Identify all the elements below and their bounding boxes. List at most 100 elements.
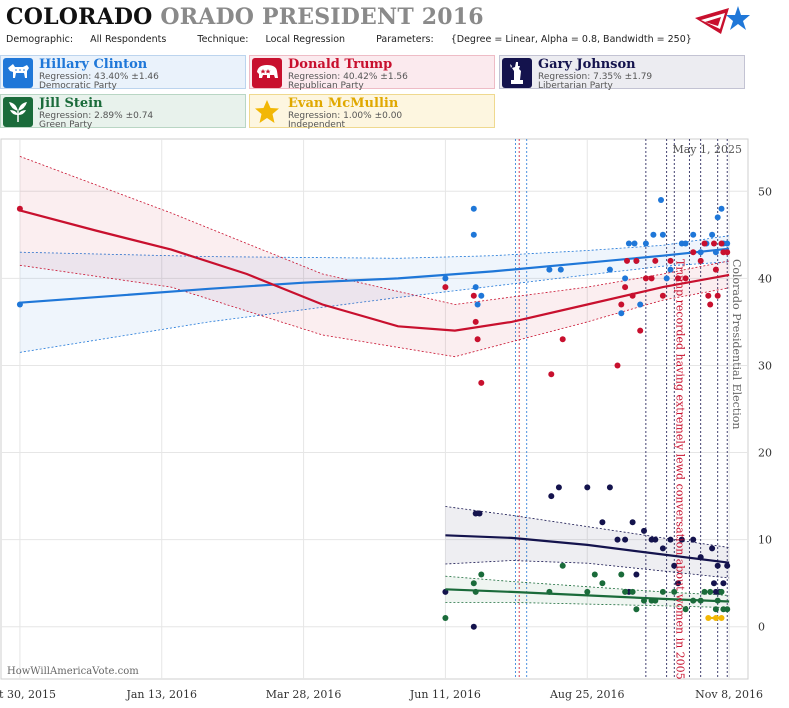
data-point <box>470 580 477 587</box>
data-point <box>658 197 664 203</box>
data-point <box>724 249 731 256</box>
event-annotation: Colorado Presidential Election <box>730 259 743 430</box>
site-credit: HowWillAmericaVote.com <box>7 666 139 677</box>
data-point <box>675 580 681 587</box>
data-point <box>442 284 449 291</box>
data-point <box>659 231 666 238</box>
technique-label: Technique: <box>197 34 249 45</box>
data-point <box>678 536 685 543</box>
trend-line <box>19 247 730 304</box>
data-point <box>559 562 566 569</box>
data-point <box>618 310 625 317</box>
candidate-card-stein[interactable]: Jill Stein Regression: 2.89% ±0.74 Green… <box>0 94 246 130</box>
y-tick-label: 50 <box>758 185 772 198</box>
data-point <box>478 379 485 386</box>
data-point <box>614 362 621 369</box>
y-tick-label: 0 <box>758 621 765 634</box>
leaf-icon <box>3 97 33 127</box>
data-point <box>476 510 483 517</box>
data-point <box>724 562 731 569</box>
data-point <box>701 240 708 247</box>
candidate-card-mcmullin[interactable]: Evan McMullin Regression: 1.00% ±0.00 In… <box>249 94 495 130</box>
data-point <box>667 536 674 543</box>
data-point <box>718 205 725 212</box>
band-lower-line <box>445 602 730 608</box>
event-annotation: Trump recorded having extremely lewd con… <box>673 259 686 680</box>
data-point <box>690 231 697 238</box>
band-upper-line <box>445 506 730 548</box>
data-point <box>606 266 613 273</box>
data-point <box>714 214 721 221</box>
candidate-card-trump[interactable]: Donald Trump Regression: 40.42% ±1.56 Re… <box>249 55 495 91</box>
data-point <box>701 588 708 595</box>
data-point <box>718 588 725 595</box>
candidate-regression: Regression: 40.42% ±1.56 <box>288 72 408 82</box>
data-point <box>682 275 689 282</box>
data-point <box>652 257 659 264</box>
data-point <box>709 231 716 238</box>
page-title: COLORADO ORADO PRESIDENT 2016 <box>6 4 484 30</box>
data-point <box>584 588 591 595</box>
data-point <box>642 240 649 247</box>
band-upper-line <box>19 235 730 259</box>
data-point <box>711 240 717 247</box>
candidate-name: Donald Trump <box>288 57 393 72</box>
data-point <box>599 519 606 526</box>
plot-area <box>0 138 749 680</box>
data-point <box>622 536 629 543</box>
y-tick-label: 30 <box>758 359 772 372</box>
data-point <box>682 606 689 613</box>
candidate-party: Democratic Party <box>39 81 117 91</box>
candidate-regression: Regression: 7.35% ±1.79 <box>538 72 653 82</box>
data-point <box>667 257 674 264</box>
site-logo-icon[interactable] <box>691 4 751 50</box>
data-point <box>622 284 629 291</box>
data-point <box>720 580 727 587</box>
trend-line <box>19 209 730 332</box>
data-point <box>714 292 721 299</box>
band-upper-line <box>445 575 730 596</box>
chart-svg: 0 10 20 30 40 50 Oct 30, 2015 Jan 13, 2016 Mar 2… <box>0 138 772 701</box>
title-state: COLORADO <box>6 4 153 30</box>
confidence-band <box>445 506 730 578</box>
x-tick-label: Jun 11, 2016 <box>409 688 481 701</box>
header: COLORADO ORADO PRESIDENT 2016 Demographi… <box>0 0 789 50</box>
data-point <box>599 580 606 587</box>
star-icon <box>252 97 282 127</box>
band-lower-line <box>445 560 730 579</box>
candidate-card-johnson[interactable]: Gary Johnson Regression: 7.35% ±1.79 Lib… <box>499 55 745 91</box>
candidate-card-clinton[interactable]: Hillary Clinton Regression: 43.40% ±1.46… <box>0 55 246 91</box>
band-lower-line <box>19 261 730 353</box>
data-point <box>470 292 477 299</box>
demographic-label: Demographic: <box>6 34 74 45</box>
candidate-party: Independent <box>288 120 346 130</box>
data-point <box>712 606 719 613</box>
data-point <box>671 562 678 569</box>
data-point <box>648 275 655 282</box>
data-point <box>625 240 632 247</box>
data-point <box>667 266 674 273</box>
trend-line <box>445 588 730 603</box>
data-point <box>705 292 712 299</box>
candidate-name: Gary Johnson <box>538 57 636 72</box>
data-point <box>711 580 717 587</box>
parameters-line: Demographic: All Respondents Technique: … <box>6 34 720 45</box>
x-tick-label: Aug 25, 2016 <box>549 688 625 701</box>
data-point <box>642 275 649 282</box>
data-point <box>478 292 485 299</box>
elephant-icon <box>252 58 282 88</box>
data-point <box>659 588 666 595</box>
data-point <box>548 371 555 378</box>
data-point <box>591 571 598 578</box>
x-tick-label: Jan 13, 2016 <box>125 688 197 701</box>
data-point <box>633 571 640 578</box>
candidate-regression: Regression: 43.40% ±1.46 <box>39 72 159 82</box>
candidate-party: Libertarian Party <box>538 81 613 91</box>
confidence-band <box>19 156 730 357</box>
data-point <box>718 240 725 247</box>
data-point <box>470 205 477 212</box>
y-tick-label: 10 <box>758 534 772 547</box>
data-point <box>641 527 647 534</box>
data-point <box>659 545 666 552</box>
data-point <box>629 519 636 526</box>
